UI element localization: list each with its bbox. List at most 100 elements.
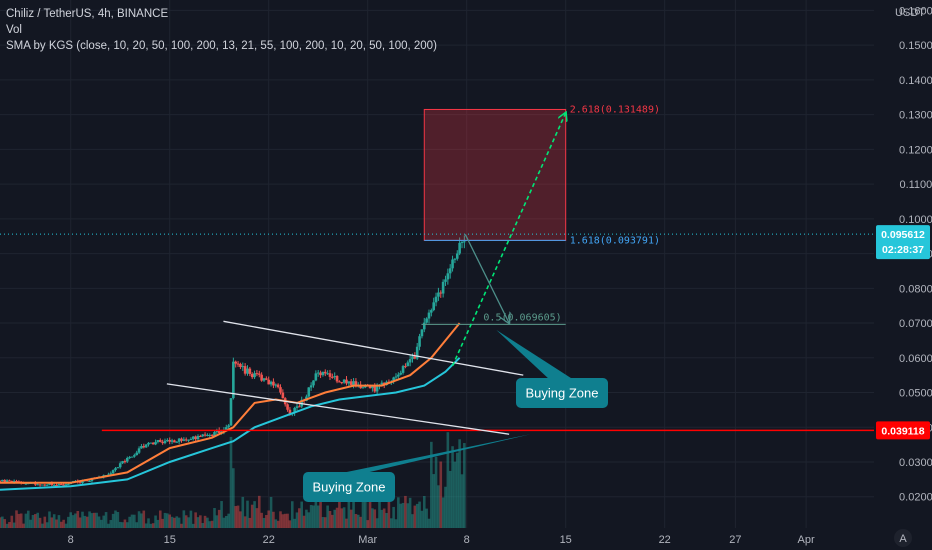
volume-bar — [333, 509, 337, 528]
volume-bar — [154, 515, 157, 528]
candle-body — [415, 346, 419, 359]
candle-body — [175, 441, 179, 443]
candle-body — [36, 484, 40, 486]
price-tick-label: 0.050000 — [899, 388, 932, 400]
candle-body — [208, 434, 212, 436]
candle-body — [161, 441, 164, 444]
auto-scale-button — [894, 529, 912, 547]
candle-body — [250, 373, 254, 378]
sma-indicator-label[interactable]: SMA by KGS (close, 10, 20, 50, 100, 200,… — [6, 40, 437, 52]
candle-body — [267, 379, 271, 385]
candle-body — [121, 461, 124, 464]
volume-bar — [161, 518, 164, 528]
volume-bar — [5, 523, 9, 528]
volume-bar — [356, 514, 360, 528]
volume-bar — [260, 512, 263, 528]
price-tick-label: 0.060000 — [899, 353, 932, 365]
candle-body — [236, 363, 240, 365]
volume-bar — [451, 446, 454, 528]
candle-body — [182, 439, 186, 441]
candle-body — [168, 439, 172, 442]
candle-body — [253, 373, 256, 378]
chart-legend: Chiliz / TetherUS, 4h, BINANCE Vol SMA b… — [6, 6, 437, 54]
volume-bar — [314, 500, 318, 528]
volume-bar — [128, 516, 131, 528]
volume-bar — [180, 523, 183, 528]
volume-indicator-label[interactable]: Vol — [6, 24, 22, 36]
candle-body — [340, 382, 344, 384]
candle-body — [323, 371, 327, 374]
channel-lower-line — [166, 383, 510, 435]
candle-body — [48, 482, 51, 485]
volume-bar — [434, 456, 438, 528]
volume-bar — [43, 516, 47, 528]
volume-bar — [78, 517, 82, 528]
volume-bar — [427, 518, 431, 528]
volume-bar — [312, 505, 315, 528]
volume-bar — [36, 512, 40, 528]
volume-bar — [432, 474, 436, 528]
volume-bar — [83, 515, 87, 528]
volume-bar — [215, 515, 219, 528]
volume-bar — [463, 443, 466, 528]
candle-body — [349, 381, 353, 386]
candle-body — [62, 484, 65, 486]
candle-body — [1, 479, 4, 482]
candle-body — [380, 382, 384, 385]
volume-bar — [290, 501, 294, 528]
candle-body — [328, 373, 332, 377]
volume-bar — [406, 503, 410, 528]
volume-bar — [187, 517, 190, 528]
candle-body — [118, 463, 122, 468]
symbol-title[interactable]: Chiliz / TetherUS, 4h, BINANCE — [6, 8, 169, 20]
candle-body — [411, 356, 414, 360]
volume-bar — [102, 515, 106, 528]
candle-body — [293, 407, 296, 413]
candle-body — [50, 482, 54, 486]
candle-body — [227, 425, 230, 428]
volume-bar — [158, 510, 162, 528]
volume-bar — [107, 523, 110, 528]
volume-bar — [175, 516, 179, 528]
volume-bar — [359, 516, 362, 528]
volume-bar — [248, 517, 252, 528]
candle-body — [194, 436, 197, 440]
candle-body — [333, 375, 337, 378]
candle-body — [257, 373, 261, 375]
volume-bar — [453, 461, 457, 528]
candle-body — [418, 336, 421, 347]
candle-body — [123, 461, 127, 463]
candle-body — [437, 292, 440, 297]
volume-bar — [85, 516, 89, 528]
candle-body — [441, 281, 445, 294]
volume-bar — [8, 522, 11, 528]
time-tick-label: Apr — [798, 534, 815, 546]
volume-bar — [413, 505, 417, 528]
candle-body — [243, 366, 247, 374]
candle-body — [163, 440, 167, 444]
candle-body — [59, 483, 63, 485]
volume-bar — [262, 517, 266, 528]
volume-bar — [0, 517, 2, 528]
price-tick-label: 0.020000 — [899, 492, 932, 504]
volume-bar — [319, 495, 322, 528]
volume-bar — [189, 510, 193, 528]
volume-bar — [420, 510, 424, 528]
candle-body — [239, 363, 242, 368]
candle-body — [408, 359, 412, 363]
volume-bar — [399, 503, 403, 528]
volume-bar — [302, 515, 306, 528]
volume-bar — [286, 513, 289, 528]
candle-body — [354, 381, 358, 386]
volume-bar — [361, 495, 365, 528]
candle-body — [206, 434, 209, 436]
volume-bar — [354, 514, 358, 528]
candle-body — [331, 376, 334, 378]
currency-label: USDT — [895, 7, 925, 19]
candle-body — [361, 387, 365, 389]
volume-bar — [455, 452, 459, 528]
volume-bar — [309, 505, 313, 528]
candle-body — [439, 292, 443, 294]
price-tick-label: 0.100000 — [899, 214, 932, 226]
